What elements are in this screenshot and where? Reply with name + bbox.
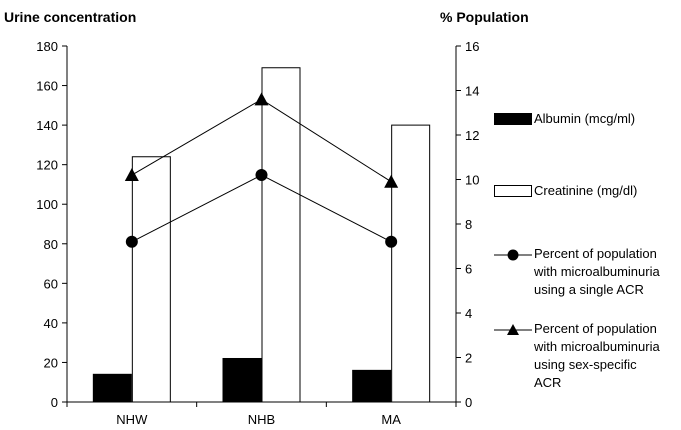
right-tick-label: 10: [465, 173, 479, 188]
left-tick-label: 80: [44, 237, 58, 252]
legend-label-sex-specific-acr: Percent of population with microalbuminu…: [534, 321, 660, 390]
bar-creatinine: [261, 67, 301, 403]
x-tick-label: MA: [381, 412, 401, 427]
left-tick-label: 100: [36, 197, 58, 212]
right-axis-title: % Population: [440, 9, 529, 25]
bar-creatinine: [391, 124, 431, 403]
right-tick-label: 16: [465, 39, 479, 54]
point-single-acr: [385, 235, 398, 248]
right-tick-label: 2: [465, 351, 472, 366]
left-tick-label: 180: [36, 39, 58, 54]
left-tick-label: 40: [44, 316, 58, 331]
legend-label-creatinine: Creatinine (mg/dl): [534, 183, 638, 198]
legend-label-albumin: Albumin (mcg/ml): [534, 111, 636, 126]
left-tick-label: 160: [36, 79, 58, 94]
right-tick-label: 8: [465, 217, 472, 232]
left-tick-label: 60: [44, 276, 58, 291]
legend-label-single-acr: Percent of population with microalbuminu…: [534, 246, 660, 297]
right-tick-label: 12: [465, 128, 479, 143]
x-tick-label: NHB: [248, 412, 275, 427]
point-single-acr: [125, 235, 138, 248]
right-tick-label: 6: [465, 262, 472, 277]
left-tick-label: 140: [36, 118, 58, 133]
point-sex-specific-acr: [254, 92, 269, 106]
x-tick-label: NHW: [116, 412, 148, 427]
legend-swatch-creatinine: [494, 185, 532, 197]
left-axis-title: Urine concentration: [4, 9, 137, 25]
legend-swatch-albumin: [494, 113, 532, 125]
left-tick-label: 120: [36, 158, 58, 173]
point-sex-specific-acr: [384, 174, 399, 188]
bar-albumin: [222, 357, 262, 403]
point-sex-specific-acr: [124, 168, 139, 182]
legend-marker-circle: [494, 249, 532, 261]
legend-marker-triangle: [494, 324, 532, 335]
bar-albumin: [92, 373, 132, 403]
bar-creatinine: [131, 156, 171, 403]
left-tick-label: 0: [51, 395, 58, 410]
right-tick-label: 0: [465, 395, 472, 410]
right-tick-label: 4: [465, 306, 472, 321]
left-tick-label: 20: [44, 355, 58, 370]
right-tick-label: 14: [465, 84, 479, 99]
bar-albumin: [352, 369, 392, 403]
point-single-acr: [255, 169, 268, 182]
